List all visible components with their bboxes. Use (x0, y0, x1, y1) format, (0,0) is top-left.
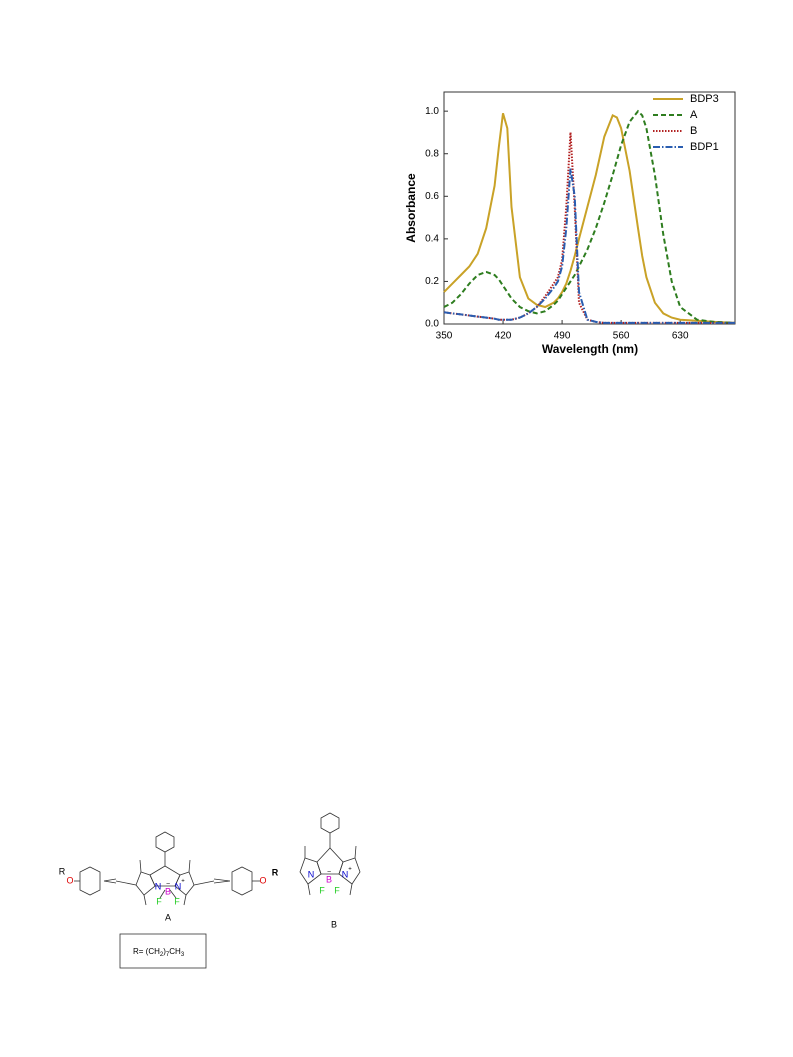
atom: F (334, 885, 340, 895)
series-line (443, 168, 735, 324)
y-tick-label: 1.0 (425, 106, 439, 117)
y-tick-label: 0.2 (425, 276, 439, 287)
series-line (443, 132, 735, 324)
formula-part: R= (CH (133, 947, 160, 956)
formula-part: ) (163, 947, 166, 956)
legend-label: BDP3 (690, 93, 719, 105)
atom: F (319, 885, 325, 895)
x-tick-label: 420 (495, 331, 512, 342)
y-tick-label: 0.8 (425, 148, 439, 159)
charge: − (327, 869, 331, 876)
x-tick-label: 560 (613, 331, 630, 342)
structure-label: A (165, 912, 171, 922)
atom: N (308, 869, 315, 879)
atom: F (156, 896, 162, 906)
x-tick-label: 490 (554, 331, 571, 342)
atom: B (165, 886, 171, 896)
formula-part: CH (169, 947, 181, 956)
formula-part: 2 (160, 952, 164, 958)
series-line (443, 109, 736, 324)
structure-label: B (331, 919, 337, 929)
y-tick-label: 0.4 (425, 234, 439, 245)
substituent-box (119, 933, 207, 969)
atom: R (272, 867, 279, 877)
atom: N (342, 869, 349, 879)
y-tick-label: 0.6 (425, 191, 439, 202)
atom: O (66, 875, 73, 885)
charge: − (166, 881, 170, 888)
chart: Wavelength (nm) Absorbance 0.0 0.2 0.4 0.6 0… (404, 91, 736, 356)
charge: + (348, 867, 352, 873)
plot-frame (443, 91, 736, 325)
x-tick-label: 350 (436, 331, 453, 342)
x-axis-label: Wavelength (nm) (542, 342, 638, 356)
atom: F (174, 896, 180, 906)
y-axis-label: Absorbance (404, 173, 418, 243)
series-line (443, 113, 736, 324)
x-tick-label: 630 (672, 331, 689, 342)
formula-part: 3 (181, 952, 185, 958)
legend-label: A (690, 109, 698, 121)
legend-label: B (690, 125, 697, 137)
legend-label: BDP1 (690, 141, 719, 153)
atom: B (326, 874, 332, 884)
formula-part: 7 (166, 952, 170, 958)
substituent: R= (CH2)7CH3 (133, 947, 185, 957)
atom: O (259, 875, 266, 885)
atom: R (59, 866, 66, 876)
atom: N (155, 881, 162, 891)
structure-b-bonds (299, 812, 361, 896)
y-tick-label: 0.0 (425, 319, 439, 330)
atom: N (175, 881, 182, 891)
structure-a-bonds (74, 831, 260, 906)
charge: + (181, 879, 185, 885)
